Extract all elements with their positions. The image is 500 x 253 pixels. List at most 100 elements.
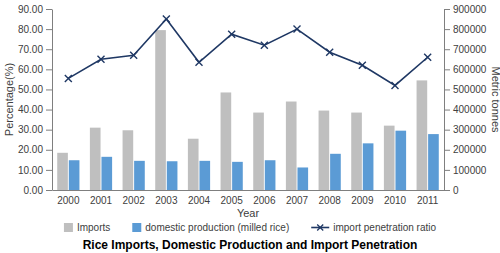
tick-label: 20.00 xyxy=(18,144,43,155)
tick: 40.00 xyxy=(18,104,52,115)
tick: 0 xyxy=(444,185,459,196)
marker xyxy=(163,16,170,23)
bar xyxy=(90,128,101,190)
y-axis: 0.00 10.00 20.00 30.00 40.00 50.00 60.00 70.00 8… xyxy=(18,4,53,196)
x-axis: 2000200120022003200420052006200720082009… xyxy=(53,190,445,206)
axis-line xyxy=(53,190,445,191)
tick: 800000 xyxy=(444,24,487,35)
tick: 500000 xyxy=(444,84,487,95)
tick-label: 2000 xyxy=(57,195,80,206)
tick: 0.00 xyxy=(24,185,52,196)
tick-label: 700000 xyxy=(453,44,487,55)
tick-mark xyxy=(444,130,450,131)
tick-mark xyxy=(444,150,450,151)
legend-label: domestic production (milled rice) xyxy=(145,222,289,233)
y2-axis: 0100000200000300000400000500000600000700… xyxy=(444,4,487,196)
legend: Imports domestic production (milled rice)… xyxy=(64,222,437,233)
tick: 60.00 xyxy=(18,64,52,75)
tick-mark xyxy=(46,29,52,30)
bar xyxy=(297,167,308,190)
tick: 2005 xyxy=(221,190,244,206)
legend-label: import penetration ratio xyxy=(333,222,436,233)
axis-line xyxy=(52,10,53,191)
tick: 2001 xyxy=(90,190,113,206)
bar xyxy=(155,30,166,190)
tick: 2006 xyxy=(253,190,276,206)
tick-label: 2006 xyxy=(253,195,276,206)
bar xyxy=(395,131,406,190)
tick-label: 400000 xyxy=(453,104,487,115)
legend-item: Imports xyxy=(64,222,110,233)
tick-mark xyxy=(444,110,450,111)
bar xyxy=(330,154,341,190)
tick-mark xyxy=(444,170,450,171)
tick-label: 200000 xyxy=(453,144,487,155)
tick-mark xyxy=(444,190,450,191)
tick-mark xyxy=(46,9,52,10)
title: Rice Imports, Domestic Production and Im… xyxy=(83,238,418,252)
tick-label: 2011 xyxy=(417,195,439,206)
chart: 0.00 10.00 20.00 30.00 40.00 50.00 60.00 70.00 8… xyxy=(0,0,500,253)
tick-label: 2004 xyxy=(188,195,211,206)
x-axis-title: Year xyxy=(237,207,260,219)
tick-mark xyxy=(46,89,52,90)
tick-label: 800000 xyxy=(453,24,487,35)
marker xyxy=(326,49,333,56)
bar xyxy=(253,113,264,190)
tick: 70.00 xyxy=(18,44,52,55)
legend-item: import penetration ratio xyxy=(311,222,436,233)
marker xyxy=(294,26,301,33)
tick-label: 300000 xyxy=(453,124,487,135)
tick: 2002 xyxy=(123,190,146,206)
tick: 2000 xyxy=(57,190,80,206)
marker xyxy=(228,31,235,38)
tick-label: 90.00 xyxy=(18,4,43,15)
tick-mark xyxy=(444,89,450,90)
tick-mark xyxy=(46,49,52,50)
tick-label: 100000 xyxy=(453,165,487,176)
tick-label: 900000 xyxy=(453,4,487,15)
bar xyxy=(363,143,374,190)
marker xyxy=(196,59,203,66)
bar xyxy=(351,113,362,190)
tick-label: 2005 xyxy=(221,195,244,206)
tick-mark xyxy=(46,190,52,191)
tick-label: 2009 xyxy=(351,195,374,206)
marks xyxy=(57,16,439,190)
marker xyxy=(392,82,399,89)
bar xyxy=(134,161,145,190)
tick: 400000 xyxy=(444,104,487,115)
tick-label: 0.00 xyxy=(24,185,44,196)
legend-swatch xyxy=(64,223,73,232)
tick-label: 50.00 xyxy=(18,84,43,95)
tick: 2008 xyxy=(319,190,342,206)
legend-item: domestic production (milled rice) xyxy=(132,222,289,233)
tick-label: 80.00 xyxy=(18,24,43,35)
tick-label: 2010 xyxy=(384,195,407,206)
bar xyxy=(69,160,80,190)
tick: 30.00 xyxy=(18,124,52,135)
bar xyxy=(319,111,330,190)
marker xyxy=(98,56,105,63)
legend-label: Imports xyxy=(77,222,110,233)
marker xyxy=(130,52,137,59)
tick: 2010 xyxy=(384,190,407,206)
bar xyxy=(221,92,232,190)
tick: 50.00 xyxy=(18,84,52,95)
bar xyxy=(232,162,243,190)
bar xyxy=(428,134,439,190)
tick: 2004 xyxy=(188,190,211,206)
marker xyxy=(359,62,366,69)
axis-line xyxy=(444,10,445,191)
bar xyxy=(188,139,199,190)
tick: 700000 xyxy=(444,44,487,55)
bar xyxy=(417,80,428,190)
tick-label: 2001 xyxy=(90,195,113,206)
marker xyxy=(424,54,431,61)
tick-mark xyxy=(444,69,450,70)
tick-label: 2003 xyxy=(155,195,178,206)
tick: 10.00 xyxy=(18,165,52,176)
bar xyxy=(286,102,297,190)
bar xyxy=(265,160,276,190)
tick: 2003 xyxy=(155,190,178,206)
